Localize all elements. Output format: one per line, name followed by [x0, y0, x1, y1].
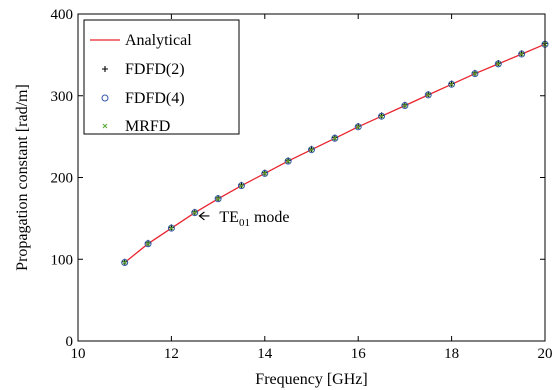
y-tick-label: 0 — [66, 334, 74, 350]
data-point — [378, 112, 386, 120]
y-tick-label: 100 — [51, 252, 74, 268]
legend-label: FDFD(4) — [125, 90, 185, 107]
y-tick-label: 300 — [51, 89, 74, 105]
data-point — [309, 147, 314, 153]
annotation-text: TE01 mode — [219, 209, 289, 229]
data-point — [331, 134, 339, 142]
chart-marks — [121, 40, 549, 267]
legend-item-analytical: Analytical — [90, 32, 192, 49]
x-tick-label: 10 — [71, 346, 86, 362]
data-point — [285, 158, 291, 164]
plot-frame — [77, 13, 546, 342]
legend-label: MRFD — [125, 118, 170, 135]
data-point — [237, 182, 245, 190]
data-point — [121, 259, 129, 267]
legend-swatch — [102, 66, 108, 72]
series-mrfd — [122, 41, 548, 265]
data-point — [354, 123, 362, 131]
y-tick-label: 200 — [51, 171, 74, 187]
x-tick-label: 12 — [164, 346, 179, 362]
data-point — [284, 157, 292, 165]
data-point — [472, 71, 478, 77]
legend-swatch — [101, 94, 109, 102]
legend-swatch — [102, 123, 108, 129]
annotation-arrow — [198, 211, 210, 221]
annotation-te01-mode: TE01 mode — [198, 209, 290, 229]
data-point — [122, 260, 128, 265]
data-point — [169, 225, 174, 231]
x-tick-label: 20 — [538, 346, 553, 362]
data-point — [518, 50, 526, 58]
legend-label: Analytical — [125, 32, 192, 49]
series-fdfd-4- — [121, 40, 549, 267]
x-tick-label: 14 — [257, 346, 273, 362]
legend-item-fdfd-4-: FDFD(4) — [101, 90, 185, 107]
data-point — [192, 210, 198, 216]
data-point — [261, 169, 269, 177]
data-point — [214, 195, 222, 203]
x-tick-label: 18 — [444, 346, 459, 362]
data-point — [449, 81, 454, 87]
data-point — [144, 240, 152, 248]
y-axis-label: Propagation constant [rad/m] — [14, 84, 31, 271]
data-point — [262, 171, 268, 176]
data-point — [332, 135, 338, 141]
data-point — [402, 103, 408, 108]
data-point — [519, 51, 525, 57]
data-point — [495, 61, 501, 67]
data-point — [425, 92, 431, 98]
data-point — [191, 209, 199, 217]
legend-item-fdfd-2-: FDFD(2) — [102, 61, 185, 78]
data-point — [355, 124, 361, 130]
data-point — [308, 146, 315, 154]
data-point — [424, 91, 432, 99]
data-point — [145, 241, 151, 247]
data-point — [494, 60, 502, 68]
x-tick-label: 16 — [351, 346, 367, 362]
data-point — [167, 224, 175, 232]
data-point — [379, 113, 384, 119]
y-tick-label: 400 — [51, 7, 74, 23]
data-point — [471, 70, 479, 78]
data-point — [239, 183, 244, 189]
data-point — [401, 102, 409, 110]
legend-item-mrfd: MRFD — [102, 118, 170, 135]
x-axis-label: Frequency [GHz] — [255, 371, 367, 388]
legend-box — [83, 19, 240, 135]
legend-label: FDFD(2) — [125, 61, 185, 78]
data-point — [448, 80, 456, 88]
data-point — [215, 196, 221, 202]
legend: Analytical FDFD(2) FDFD(4) MRFD — [83, 19, 240, 135]
